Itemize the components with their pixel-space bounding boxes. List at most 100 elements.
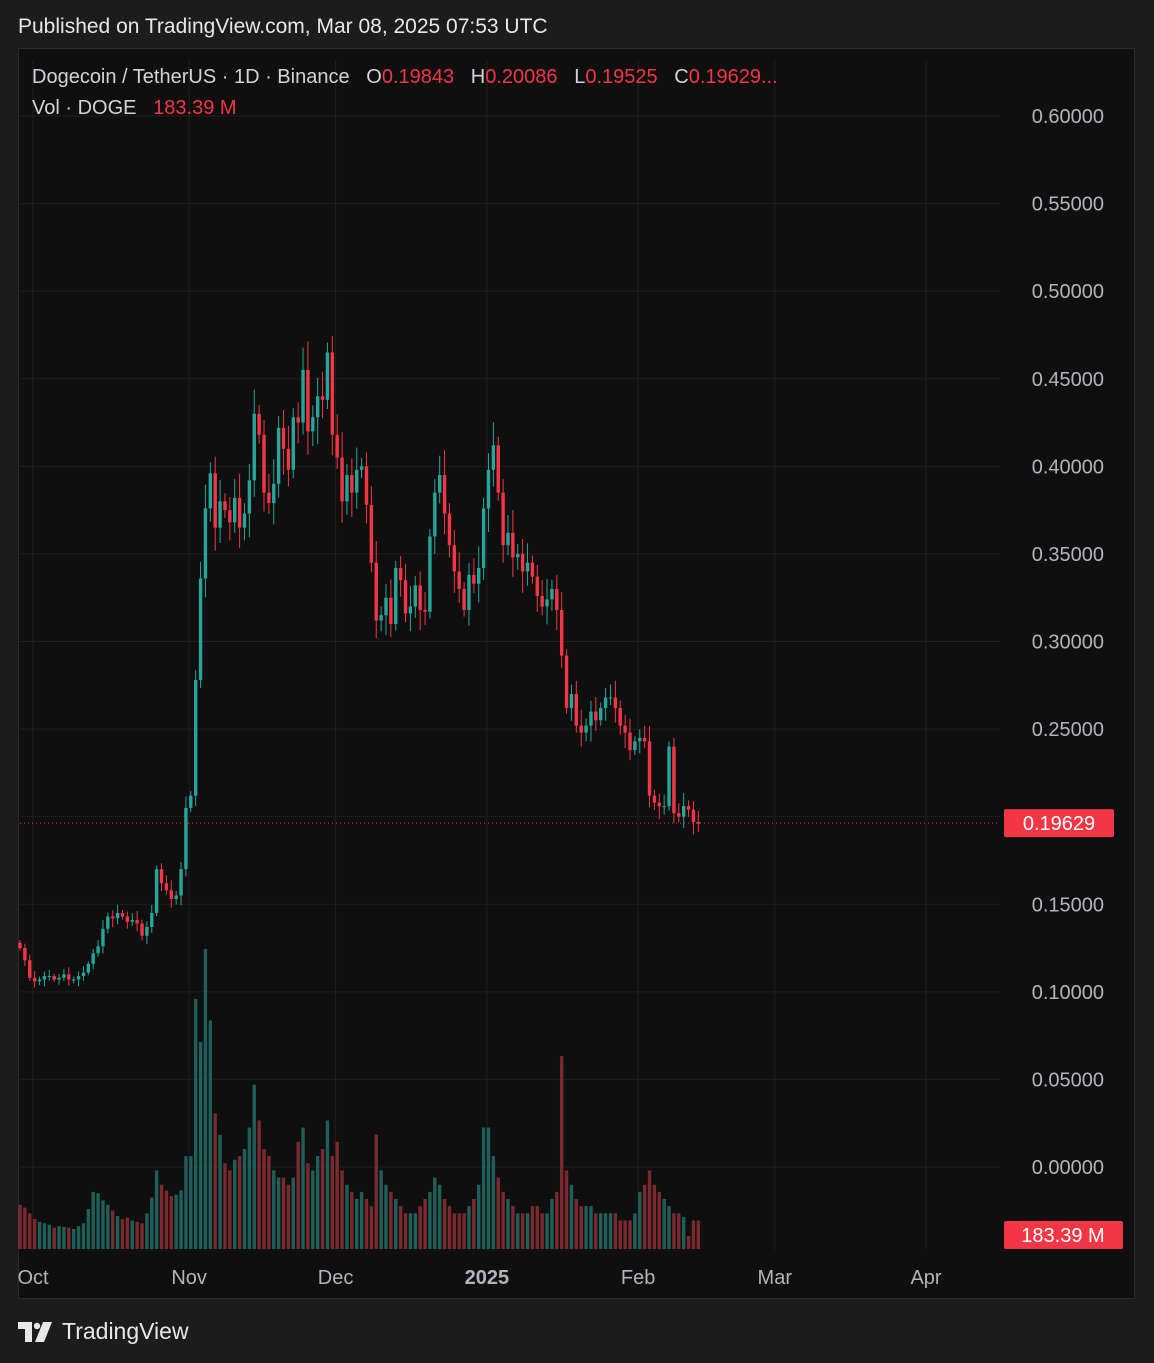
candle-body bbox=[457, 571, 461, 589]
volume-bar bbox=[550, 1199, 554, 1249]
volume-bar bbox=[101, 1200, 105, 1249]
candle-body bbox=[559, 609, 564, 656]
volume-bar bbox=[150, 1197, 154, 1249]
candle-body bbox=[106, 916, 110, 929]
close-value: 0.19629... bbox=[688, 66, 778, 88]
volume-bar bbox=[203, 949, 208, 1249]
low-label: L bbox=[574, 66, 586, 88]
candle-body bbox=[355, 469, 359, 493]
volume-bar bbox=[47, 1224, 51, 1249]
candle-body bbox=[135, 920, 139, 924]
y-tick-label: 0.40000 bbox=[1032, 456, 1104, 478]
last-price-marker bbox=[1004, 809, 1114, 838]
volume-bar bbox=[125, 1217, 130, 1249]
candle-body bbox=[618, 708, 622, 726]
candle-body bbox=[247, 480, 252, 514]
candle-body bbox=[159, 869, 164, 884]
volume-bar bbox=[76, 1226, 81, 1249]
candle-body bbox=[140, 923, 144, 936]
candle-body bbox=[115, 913, 120, 919]
candle-body bbox=[23, 948, 27, 961]
volume-bar bbox=[520, 1213, 525, 1249]
candle-body bbox=[286, 448, 291, 470]
candle-body bbox=[111, 916, 115, 919]
volume-bar bbox=[42, 1223, 47, 1249]
volume-bar bbox=[291, 1177, 295, 1249]
candle-body bbox=[545, 599, 549, 607]
candle-body bbox=[208, 473, 213, 509]
volume-bar bbox=[340, 1170, 344, 1249]
candle-body bbox=[81, 972, 86, 977]
candle-body bbox=[345, 475, 349, 502]
candle-body bbox=[486, 469, 491, 509]
volume-bar bbox=[384, 1184, 388, 1249]
volume-bar bbox=[62, 1226, 66, 1249]
volume-bar bbox=[164, 1190, 169, 1249]
volume-bar bbox=[555, 1191, 559, 1249]
volume-bar bbox=[145, 1213, 149, 1249]
candle-body bbox=[398, 567, 403, 581]
volume-bar bbox=[618, 1220, 622, 1249]
volume-bar bbox=[477, 1184, 481, 1249]
volume-bar bbox=[447, 1206, 452, 1249]
candle-body bbox=[501, 492, 505, 546]
volume-label[interactable]: Vol · DOGE bbox=[32, 97, 137, 119]
tradingview-logo[interactable]: TradingView bbox=[18, 1318, 189, 1345]
candle-body bbox=[306, 369, 310, 432]
symbol-name[interactable]: Dogecoin / TetherUS · 1D · Binance bbox=[32, 66, 350, 88]
volume-bar bbox=[174, 1194, 178, 1249]
volume-bar bbox=[325, 1120, 330, 1249]
candle-body bbox=[628, 732, 632, 751]
candle-body bbox=[71, 979, 76, 981]
volume-bar bbox=[281, 1177, 286, 1249]
candle-body bbox=[389, 597, 393, 624]
volume-bar bbox=[501, 1191, 505, 1249]
x-tick-label: Oct bbox=[17, 1267, 49, 1289]
candle-body bbox=[413, 585, 417, 607]
candle-body bbox=[311, 417, 315, 432]
last-volume-marker bbox=[1004, 1221, 1123, 1249]
volume-bar bbox=[452, 1213, 457, 1249]
candle-body bbox=[647, 741, 652, 796]
volume-bar bbox=[355, 1199, 359, 1249]
volume-bar bbox=[633, 1213, 637, 1249]
volume-bars bbox=[18, 949, 701, 1249]
volume-bar bbox=[457, 1213, 461, 1249]
candle-body bbox=[667, 746, 671, 807]
candle-body bbox=[442, 475, 447, 514]
volume-bar bbox=[545, 1213, 549, 1249]
candle-body bbox=[120, 913, 125, 917]
high-value: 0.20086 bbox=[485, 66, 558, 88]
candle-body bbox=[584, 725, 588, 733]
candle-body bbox=[262, 434, 266, 493]
candle-body bbox=[418, 585, 422, 610]
volume-bar bbox=[154, 1170, 159, 1249]
candle-body bbox=[67, 974, 71, 980]
volume-bar bbox=[296, 1141, 300, 1249]
volume-bar bbox=[491, 1156, 496, 1249]
candle-body bbox=[506, 532, 510, 546]
candle-body bbox=[594, 711, 598, 721]
volume-bar bbox=[345, 1184, 349, 1249]
volume-bar bbox=[462, 1213, 466, 1249]
volume-bar bbox=[218, 1134, 222, 1249]
candle-body bbox=[164, 883, 169, 891]
volume-bar bbox=[437, 1184, 442, 1249]
candle-body bbox=[369, 504, 374, 563]
candle-body bbox=[467, 574, 471, 610]
volume-bar bbox=[467, 1206, 471, 1249]
tradingview-logo-icon bbox=[18, 1321, 52, 1342]
candle-body bbox=[408, 606, 413, 614]
last-volume-label: 183.39 M bbox=[1021, 1225, 1104, 1247]
candle-body bbox=[359, 466, 364, 470]
candle-body bbox=[267, 492, 271, 504]
candle-body bbox=[511, 532, 515, 558]
y-tick-label: 0.55000 bbox=[1032, 194, 1104, 216]
volume-bar bbox=[540, 1213, 544, 1249]
volume-bar bbox=[115, 1216, 120, 1249]
volume-bar bbox=[667, 1206, 671, 1249]
volume-legend: Vol · DOGE 183.39 M bbox=[32, 97, 237, 120]
volume-bar bbox=[677, 1213, 681, 1249]
volume-bar bbox=[623, 1220, 627, 1249]
